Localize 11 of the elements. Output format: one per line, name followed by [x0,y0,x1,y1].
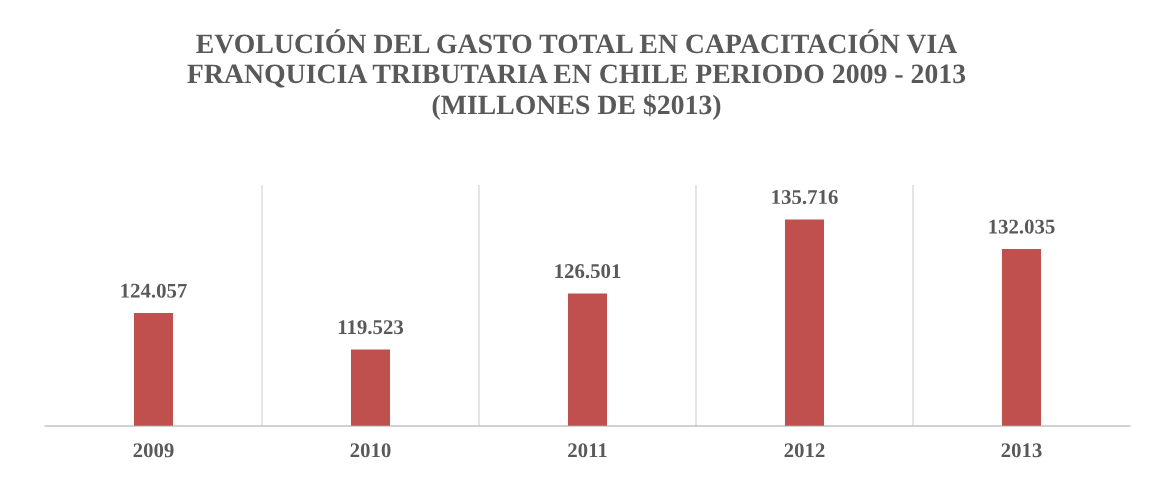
chart-title: EVOLUCIÓN DEL GASTO TOTAL EN CAPACITACIÓN VIA FRANQUICIA TRIBUTARIA EN CHILE PERIODO 2009 - 2013 (MILLONES DE $2013) [187,29,966,120]
x-tick-label: 2012 [784,443,825,458]
data-label: 124.057 [121,283,187,298]
x-tick-label: 2011 [568,443,607,458]
data-label: 119.523 [338,320,404,335]
x-tick-label: 2013 [1001,443,1042,458]
data-label: 132.035 [989,219,1055,234]
x-tick-label: 2009 [133,443,174,458]
data-label: 135.716 [772,190,838,205]
x-tick-label: 2010 [350,443,391,458]
data-label: 126.501 [555,264,621,279]
